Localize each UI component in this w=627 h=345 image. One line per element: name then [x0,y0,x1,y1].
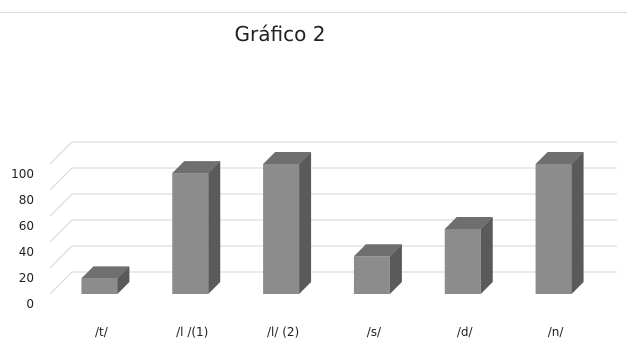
gridline-depth [49,193,73,217]
bar-side [480,217,493,294]
bar [535,164,572,294]
x-tick-label: /l /(1) [176,325,208,339]
gridline-depth [49,219,73,243]
gridline-depth [49,167,73,191]
y-tick-label: 100 [11,167,34,181]
y-tick-label: 40 [19,245,34,259]
y-tick-label: 60 [19,219,34,233]
bar-side [571,152,584,294]
y-tick-label: 80 [19,193,34,207]
bar-top [172,161,221,174]
top-rule [0,12,627,13]
bar [353,256,390,294]
x-tick-label: /d/ [457,325,474,339]
bar-top [444,217,493,229]
bar [263,164,300,294]
gridline-depth [49,141,73,165]
gridline-depth [49,271,73,295]
bar [444,229,481,294]
bar [81,278,118,294]
bar-side [389,244,402,294]
bar-top [81,266,130,279]
x-tick-label: /n/ [548,325,565,339]
bar [172,173,209,294]
bar-side [299,152,312,294]
bar-top [263,152,312,164]
bar-side [208,161,221,294]
x-tick-label: /s/ [367,325,382,339]
x-tick-label: /l/ (2) [267,325,299,339]
bar-side [117,266,130,294]
x-tick-label: /t/ [95,325,109,339]
chart-title: Gráfico 2 [234,22,326,46]
bar-top [535,152,584,164]
y-tick-label: 0 [26,297,34,311]
y-tick-label: 20 [19,271,34,285]
bar-top [353,244,402,257]
gridline-depth [49,245,73,269]
